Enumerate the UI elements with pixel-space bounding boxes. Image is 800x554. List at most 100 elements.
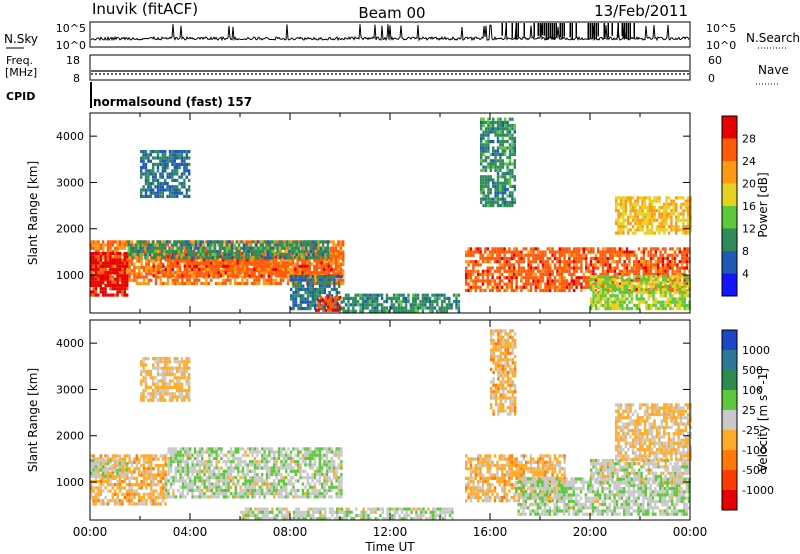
heat-cell	[414, 309, 417, 313]
heat-cell	[561, 272, 564, 277]
nsearch-bar	[561, 23, 563, 40]
heat-cell	[594, 288, 597, 293]
heat-cell	[426, 300, 429, 304]
heat-cell	[527, 276, 530, 280]
heat-cell	[175, 243, 178, 247]
heat-cell	[501, 285, 504, 289]
heat-cell	[498, 260, 501, 264]
heat-cell	[181, 271, 184, 275]
heat-cell	[281, 240, 284, 244]
heat-cell	[145, 259, 148, 263]
heat-cell	[106, 293, 110, 297]
heat-cell	[606, 288, 609, 293]
heat-cell	[474, 247, 477, 251]
heat-cell	[282, 264, 285, 268]
heat-cell	[657, 278, 660, 282]
heat-cell	[589, 250, 593, 254]
heat-cell	[573, 263, 576, 267]
heat-cell	[654, 282, 657, 286]
heat-cell	[522, 269, 525, 273]
heat-cell	[332, 249, 335, 254]
heat-cell	[307, 243, 310, 247]
heat-cell	[575, 260, 578, 264]
heat-cell	[587, 285, 590, 289]
heat-cell	[339, 271, 343, 275]
heat-cell	[92, 277, 95, 281]
heat-cell	[556, 256, 559, 261]
heat-cell	[647, 287, 650, 291]
heat-cell	[135, 256, 138, 260]
heat-cell	[270, 278, 273, 282]
heat-cell	[660, 212, 663, 216]
heat-cell	[276, 246, 279, 250]
heat-cell	[492, 204, 495, 208]
heat-cell	[609, 256, 612, 261]
heat-cell	[173, 191, 176, 195]
heat-cell	[197, 240, 200, 244]
heat-cell	[114, 281, 117, 286]
heat-cell	[133, 272, 136, 276]
heat-cell	[121, 272, 124, 276]
heat-cell	[455, 303, 458, 307]
heat-cell	[520, 276, 523, 280]
heat-cell	[487, 133, 490, 137]
heat-cell	[627, 215, 630, 219]
heat-cell	[139, 253, 142, 257]
heat-cell	[683, 266, 686, 270]
heat-cell	[496, 191, 500, 195]
heat-cell	[92, 283, 95, 288]
heat-cell	[315, 258, 319, 262]
heat-cell	[301, 271, 304, 275]
heat-cell	[400, 293, 403, 297]
heat-cell	[666, 303, 670, 307]
heat-cell	[161, 194, 164, 198]
heat-cell	[199, 249, 202, 254]
heat-cell	[670, 212, 673, 216]
heat-cell	[565, 279, 569, 283]
heat-cell	[645, 247, 648, 251]
heat-cell	[666, 272, 669, 277]
heat-cell	[219, 255, 223, 259]
heat-cell	[511, 168, 514, 172]
heat-cell	[334, 305, 337, 309]
heat-cell	[513, 127, 516, 131]
heat-cell	[165, 240, 169, 244]
heat-cell	[164, 159, 167, 163]
heat-cell	[181, 278, 184, 282]
heat-cell	[327, 264, 331, 268]
heat-cell	[236, 271, 239, 275]
heat-cell	[219, 261, 223, 265]
heat-cell	[356, 303, 360, 307]
heat-cell	[448, 300, 451, 304]
heat-cell	[513, 184, 516, 188]
heat-cell	[501, 152, 504, 156]
heat-cell	[342, 274, 345, 278]
heat-cell	[527, 253, 530, 257]
heat-cell	[318, 303, 322, 307]
heat-cell	[601, 256, 605, 261]
heat-cell	[568, 272, 571, 277]
heat-cell	[687, 231, 690, 235]
heat-cell	[279, 258, 283, 262]
heat-cell	[229, 281, 232, 286]
heat-cell	[587, 269, 590, 273]
heat-cell	[682, 215, 685, 219]
heat-cell	[284, 267, 287, 272]
heat-cell	[654, 272, 657, 277]
heat-cell	[647, 260, 650, 264]
heat-cell	[510, 282, 513, 286]
heat-cell	[116, 258, 119, 262]
heat-cell	[646, 221, 649, 226]
heat-cell	[250, 240, 254, 244]
heat-cell	[635, 303, 638, 307]
heat-cell	[274, 267, 278, 272]
heat-cell	[678, 250, 681, 254]
heat-cell	[604, 260, 607, 264]
heat-cell	[558, 282, 561, 286]
heat-cell	[652, 281, 655, 285]
heat-cell	[376, 293, 379, 297]
heat-cell	[489, 140, 492, 144]
heat-cell	[306, 272, 309, 276]
heat-cell	[629, 221, 632, 226]
heat-cell	[301, 246, 304, 250]
